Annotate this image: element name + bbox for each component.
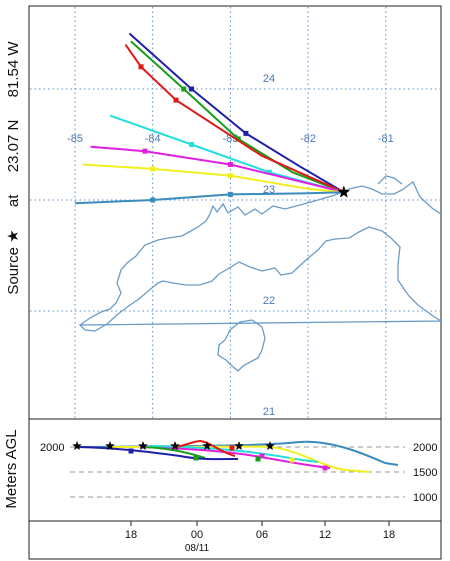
coastline [78,175,444,372]
trajectory-marker [227,173,233,179]
height-profile-line [174,439,236,457]
height-profile-line [139,446,331,469]
trajectory-marker [243,130,249,136]
profile-marker [322,465,328,471]
profile-star-icon [234,441,244,450]
trajectory-marker [138,64,144,70]
profile-star-icon [265,441,275,450]
trajectory-marker [142,148,148,154]
profile-star-icon [138,441,148,450]
profile-ylabel: Meters AGL [3,429,20,509]
level-label: 1500 [413,467,437,479]
trajectory-marker [150,166,156,172]
lat-label: 21 [263,406,275,418]
trajectory-marker [235,136,241,142]
profile-marker [229,445,235,451]
level-label-left: 2000 [40,442,64,454]
star-icon: ★ [5,229,22,243]
level-label: 1000 [413,492,437,504]
profile-star-icon [72,441,82,450]
profile-star-icon [105,441,115,450]
map-frame [28,5,442,420]
profile-marker [128,448,134,454]
height-profile-line [149,445,319,463]
date-label: 08/11 [185,543,210,554]
lon-label: -85 [67,133,83,145]
source-star-icon [337,185,351,198]
source-lat: 23.07 N [5,119,22,173]
trajectory-marker [227,191,233,197]
lon-label: -84 [145,133,161,145]
profile-star-icon [170,441,180,450]
profile-marker [289,457,295,463]
trajectory-marker [181,86,187,92]
time-tick-label: 18 [383,529,395,541]
profile-star-icon [202,441,212,450]
profile-marker [255,456,261,462]
time-tick-label: 06 [256,529,268,541]
lon-label: -81 [378,133,394,145]
trajectory-layer [74,32,345,205]
trajectory-marker [150,197,156,203]
source-prefix: Source [5,247,22,295]
profile-marker [193,455,199,461]
trajectory-marker [189,86,195,92]
source-lon: 81.54 W [5,41,22,98]
time-tick-label: 18 [125,529,137,541]
lat-label: 24 [263,73,275,85]
time-axis-frame [28,520,442,560]
level-label: 2000 [413,442,437,454]
trajectory-marker [173,97,179,103]
trajectory-marker [227,161,233,167]
time-axis: 18 00 06 12 18 08/11 [125,521,395,554]
source-at: at [5,194,22,208]
trajectory-marker [189,142,195,147]
profile-frame [28,418,442,522]
time-tick-label: 12 [319,529,331,541]
time-tick-label: 00 [191,529,203,541]
profile-marker [259,453,265,459]
trajectory-marker [266,169,272,175]
source-star-shape [337,185,351,198]
source-caption: Source ★ at 23.07 N 81.54 W [4,18,24,318]
lon-label: -82 [300,133,316,145]
lat-label: 22 [263,295,275,307]
height-profile-line [142,446,206,459]
profile-layer: 2000 1500 1000 2000 [40,439,437,504]
